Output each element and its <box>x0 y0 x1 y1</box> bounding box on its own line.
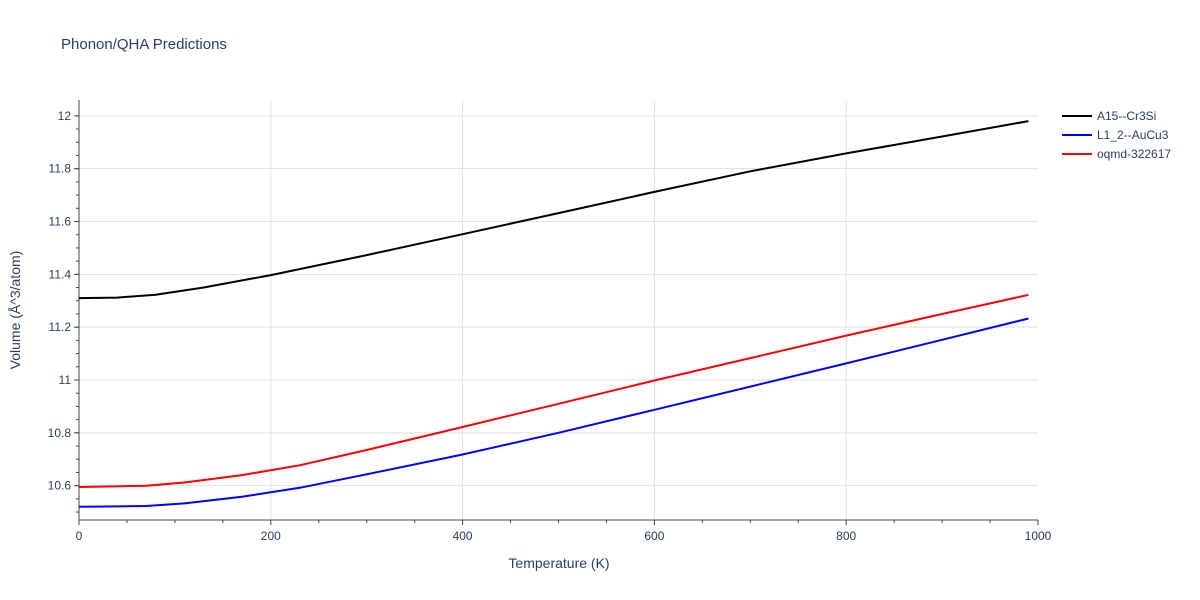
grid-lines <box>79 100 1038 520</box>
legend-item[interactable]: oqmd-322617 <box>1062 144 1171 163</box>
y-tick-label: 12 <box>58 109 72 123</box>
legend-swatch <box>1062 133 1092 136</box>
x-tick-label: 600 <box>644 529 664 543</box>
x-tick-label: 800 <box>836 529 856 543</box>
legend-label: oqmd-322617 <box>1097 146 1172 161</box>
legend-item[interactable]: A15--Cr3Si <box>1062 106 1171 125</box>
x-axis-title: Temperature (K) <box>508 555 609 571</box>
legend: A15--Cr3Si L1_2--AuCu3 oqmd-322617 <box>1062 106 1171 163</box>
legend-label: L1_2--AuCu3 <box>1097 127 1169 142</box>
y-tick-label: 10.6 <box>48 479 72 493</box>
legend-swatch <box>1062 114 1092 117</box>
x-tick-label: 200 <box>261 529 281 543</box>
y-tick-label: 11.8 <box>49 162 72 176</box>
legend-label: A15--Cr3Si <box>1097 108 1157 123</box>
y-tick-label: 11.4 <box>49 267 72 281</box>
x-tick-label: 0 <box>76 529 83 543</box>
series-line <box>78 120 1029 300</box>
legend-swatch <box>1062 152 1092 155</box>
y-tick-label: 11.6 <box>49 215 72 229</box>
series-line <box>78 317 1029 508</box>
chart-title: Phonon/QHA Predictions <box>61 36 227 53</box>
series-lines <box>78 120 1029 508</box>
y-tick-label: 11.2 <box>49 320 72 334</box>
legend-item[interactable]: L1_2--AuCu3 <box>1062 125 1171 144</box>
y-tick-label: 10.8 <box>48 426 72 440</box>
y-axis-title: Volume (Å^3/atom) <box>7 251 23 370</box>
axes <box>78 100 1038 521</box>
x-tick-label: 1000 <box>1025 529 1052 543</box>
y-axis-ticks: 10.6 10.8 11 11.2 11.4 11.6 11.8 12 <box>48 109 79 513</box>
x-axis-ticks: 0 200 400 600 800 1000 <box>76 520 1052 543</box>
y-tick-label: 11 <box>59 373 72 387</box>
series-line <box>78 293 1029 488</box>
x-tick-label: 400 <box>453 529 473 543</box>
